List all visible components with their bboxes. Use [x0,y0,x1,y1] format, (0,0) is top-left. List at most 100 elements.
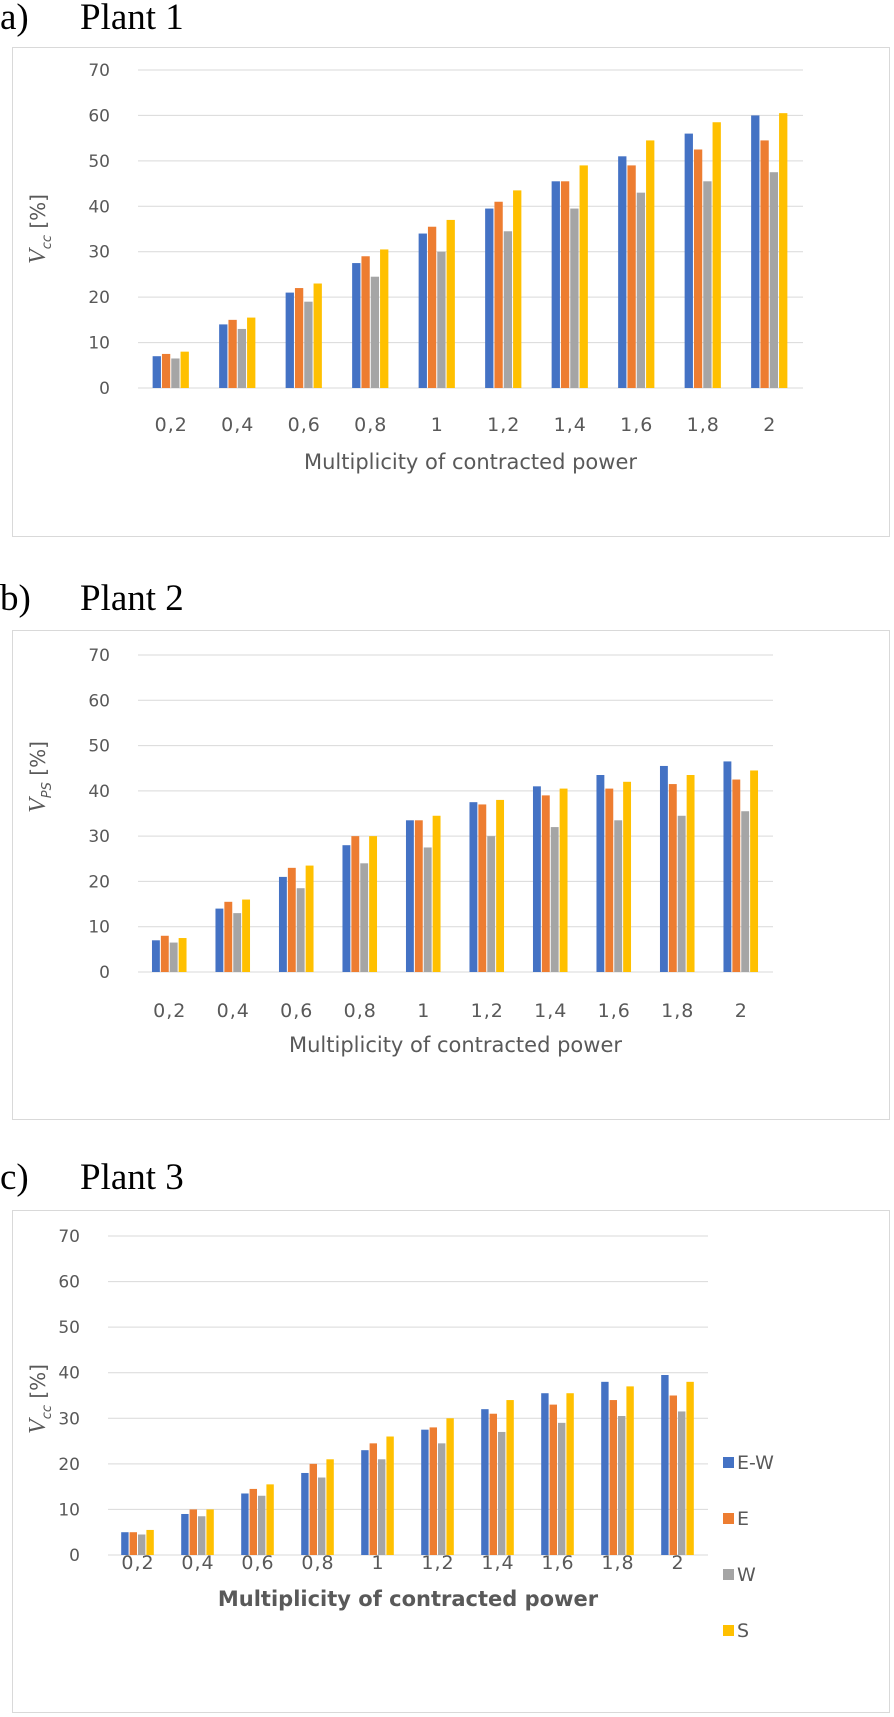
panel-a-letter: a) [0,0,29,38]
chart-a-container: 0 10 20 30 40 50 60 70 0,2 0,4 0,6 0,8 1 1,2 1,4 1,6 1,8… [12,47,890,537]
x-tick-label: 0,6 [241,1552,274,1574]
x-tick-label: 0,2 [155,414,188,436]
y-axis-label-sub: PS [40,782,55,798]
bar-e-w [121,1532,129,1555]
y-tick-label: 10 [58,1500,80,1520]
bar-s [559,788,568,972]
bar-s [513,190,522,388]
bar-e [549,1404,557,1555]
y-tick-label: 30 [88,827,110,847]
chart-c: 0 10 20 30 40 50 60 70 0,2 0,4 0,6 0,8 1 1,2 1,4 1,6 1,8… [25,1227,774,1642]
bar-w [198,1516,206,1555]
bar-e-w [405,820,414,972]
bar-w [570,208,579,388]
bar-e-w [342,845,351,972]
bar-e-w [551,181,560,388]
panel-a-title: Plant 1 [80,0,184,38]
bar-s [566,1393,574,1555]
legend-label: E [737,1508,749,1530]
bar-w [437,251,446,388]
x-tick-label: 1 [417,1000,430,1022]
panel-c-title: Plant 3 [80,1157,184,1198]
bar-e [160,935,169,972]
panel-b-title: Plant 2 [80,578,184,619]
bar-s [266,1484,274,1555]
bar-e [732,779,741,972]
x-tick-label: 1,4 [481,1552,514,1574]
bar-w [614,820,623,972]
bar-w [487,836,496,972]
bar-e-w [541,1393,549,1555]
bar-s [686,775,695,972]
bar-s [380,249,389,388]
bar-e [294,288,304,388]
y-tick-label: 10 [88,918,110,938]
x-tick-label: 1,6 [620,414,653,436]
bar-s [247,317,256,388]
x-tick-label: 1,6 [541,1552,574,1574]
bar-s [180,351,189,388]
bar-e-w [215,908,224,972]
bar-e [361,256,370,388]
bar-w [318,1477,326,1555]
bar-w [636,192,646,388]
bar-s [623,781,632,972]
x-tick-label: 0,8 [344,1000,377,1022]
bar-e [249,1488,257,1555]
y-tick-label: 40 [88,782,110,802]
bar-s [242,899,251,972]
x-tick-label: 1,2 [421,1552,454,1574]
y-tick-label: 50 [58,1318,80,1338]
y-tick-label: 50 [88,737,110,757]
bar-e-w [181,1513,189,1555]
bar-e-w [421,1429,429,1555]
panel-a-heading: a) Plant 1 [0,0,184,39]
bar-e-w [618,156,627,388]
legend-swatch-e-w [723,1457,734,1468]
bar-w [438,1443,446,1555]
panel-b-letter: b) [0,578,31,619]
x-tick-label: 1 [431,414,444,436]
bar-w [769,172,779,388]
bar-s [579,165,588,388]
bar-s [626,1386,634,1555]
legend-swatch-w [723,1569,734,1580]
bar-s [496,799,505,972]
bar-e-w [469,802,478,972]
x-tick-label: 0,4 [221,414,254,436]
y-tick-label: 30 [58,1409,80,1429]
bar-w [171,358,180,388]
bar-w [558,1422,566,1555]
y-axis-label: Vcc [%] [25,194,55,264]
legend-swatch-e [723,1513,734,1524]
bar-e [478,804,487,972]
bar-w [258,1495,266,1555]
y-axis-label-sub: cc [40,235,55,249]
bar-s [446,219,455,388]
y-tick-label: 40 [88,197,110,217]
bar-e-w [751,115,760,388]
y-axis-label: VPS [%] [25,741,55,813]
bar-e [369,1443,377,1555]
y-tick-label: 30 [88,243,110,263]
x-tick-label: 0,2 [121,1552,154,1574]
bar-e [224,901,233,972]
x-tick-label: 0,2 [153,1000,186,1022]
bar-e-w [485,208,494,388]
y-tick-label: 20 [88,288,110,308]
bar-e [489,1413,497,1555]
panel-c-heading: c) Plant 3 [0,1156,184,1199]
x-tick-label: 1,2 [471,1000,504,1022]
bar-s [313,283,322,388]
bar-w [703,181,712,388]
x-tick-label: 0,6 [288,414,321,436]
y-tick-label: 50 [88,152,110,172]
panel-c-letter: c) [0,1157,29,1198]
bar-s [646,140,655,388]
bar-s [446,1418,454,1555]
y-tick-label: 0 [99,379,110,399]
bar-e-w [418,233,427,388]
bar-e-w [684,133,693,388]
x-tick-label: 2 [763,414,776,436]
bar-e [427,226,437,388]
